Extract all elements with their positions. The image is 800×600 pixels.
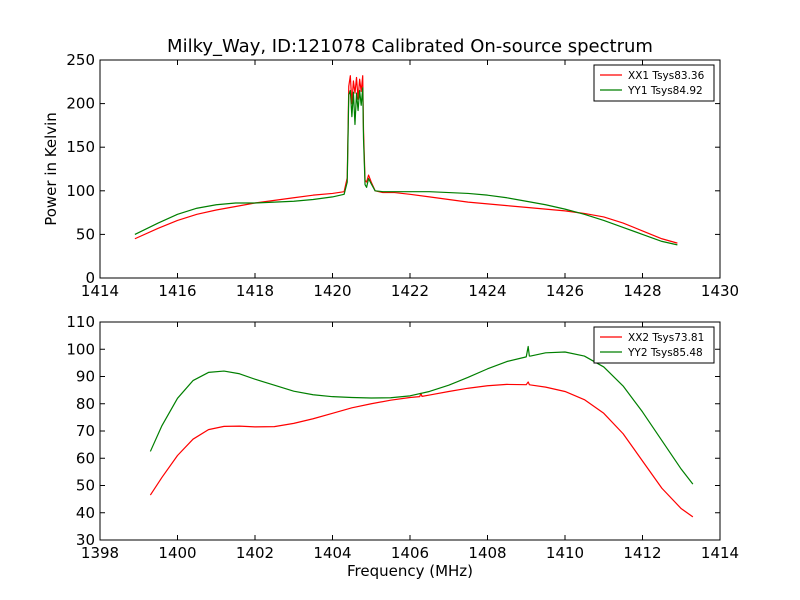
- x-tick-label: 1410: [546, 544, 584, 562]
- x-tick-label: 1398: [81, 544, 119, 562]
- legend-label: XX2 Tsys73.81: [628, 332, 704, 344]
- top-spectrum-plot: 1414 1416 1418 1420 1422 1424 1426 1428 1430 0 50 1…: [42, 51, 739, 300]
- legend: XX2 Tsys73.81 YY2 Tsys85.48: [593, 326, 715, 364]
- x-tick-label: 1426: [546, 282, 584, 300]
- y-tick-label: 100: [66, 182, 95, 200]
- y-tick-label: 80: [76, 395, 95, 413]
- x-tick-label: 1412: [623, 544, 661, 562]
- y-tick-label: 100: [66, 340, 95, 358]
- legend-label: XX1 Tsys83.36: [628, 70, 705, 82]
- x-tick-label: 1408: [468, 544, 506, 562]
- y-axis-title: Power in Kelvin: [42, 112, 60, 226]
- x-tick-label: 1430: [701, 282, 739, 300]
- x-tick-label: 1402: [236, 544, 274, 562]
- x-tick-label: 1424: [468, 282, 506, 300]
- y-tick-label: 110: [66, 313, 95, 331]
- series-line-xx: [149, 381, 694, 518]
- y-tick-label: 50: [76, 477, 95, 495]
- x-tick-label: 1400: [158, 544, 196, 562]
- y-tick-label: 250: [66, 51, 95, 69]
- x-axis-title: Frequency (MHz): [347, 562, 473, 580]
- y-tick-label: 0: [85, 269, 95, 287]
- x-tick-label: 1418: [236, 282, 274, 300]
- x-tick-label: 1404: [313, 544, 351, 562]
- chart-title: Milky_Way, ID:121078 Calibrated On-sourc…: [167, 36, 653, 57]
- x-tick-label: 1428: [623, 282, 661, 300]
- legend-box: [593, 64, 715, 102]
- x-tick-label: 1422: [391, 282, 429, 300]
- x-tick-label: 1414: [81, 282, 119, 300]
- legend-box: [593, 326, 715, 364]
- legend-label: YY1 Tsys84.92: [627, 85, 703, 97]
- legend-label: YY2 Tsys85.48: [627, 347, 703, 359]
- y-tick-label: 30: [76, 531, 95, 549]
- x-tick-label: 1406: [391, 544, 429, 562]
- y-tick-label: 40: [76, 504, 95, 522]
- y-tick-label: 200: [66, 95, 95, 113]
- y-tick-label: 60: [76, 449, 95, 467]
- x-tick-label: 1416: [158, 282, 196, 300]
- x-tick-label: 1414: [701, 544, 739, 562]
- y-tick-label: 50: [76, 225, 95, 243]
- legend: XX1 Tsys83.36 YY1 Tsys84.92: [593, 64, 715, 102]
- bottom-spectrum-plot: 1398 1400 1402 1404 1406 1408 1410 1412 1414 30 40…: [66, 313, 739, 580]
- x-tick-label: 1420: [313, 282, 351, 300]
- y-tick-label: 150: [66, 138, 95, 156]
- y-tick-label: 70: [76, 422, 95, 440]
- y-tick-label: 90: [76, 368, 95, 386]
- series-line-yy: [134, 87, 678, 246]
